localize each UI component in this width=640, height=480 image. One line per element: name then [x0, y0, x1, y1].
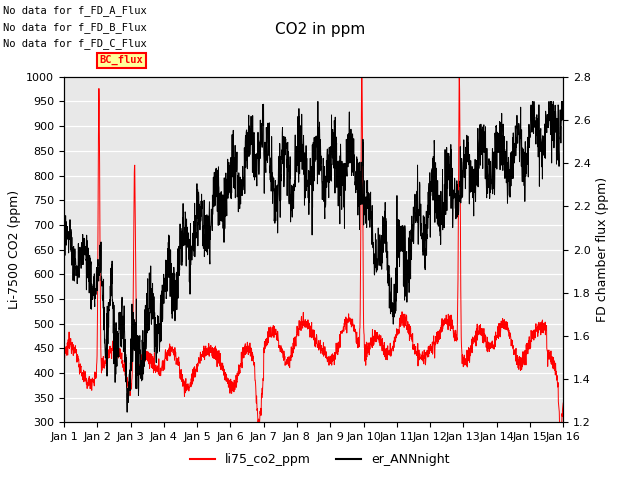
- Text: BC_flux: BC_flux: [99, 55, 143, 65]
- Text: CO2 in ppm: CO2 in ppm: [275, 22, 365, 36]
- Text: No data for f_FD_B_Flux: No data for f_FD_B_Flux: [3, 22, 147, 33]
- Legend: li75_co2_ppm, er_ANNnight: li75_co2_ppm, er_ANNnight: [186, 448, 454, 471]
- Text: No data for f_FD_A_Flux: No data for f_FD_A_Flux: [3, 5, 147, 16]
- Y-axis label: Li-7500 CO2 (ppm): Li-7500 CO2 (ppm): [8, 190, 20, 309]
- Y-axis label: FD chamber flux (ppm): FD chamber flux (ppm): [596, 177, 609, 322]
- Text: No data for f_FD_C_Flux: No data for f_FD_C_Flux: [3, 38, 147, 49]
